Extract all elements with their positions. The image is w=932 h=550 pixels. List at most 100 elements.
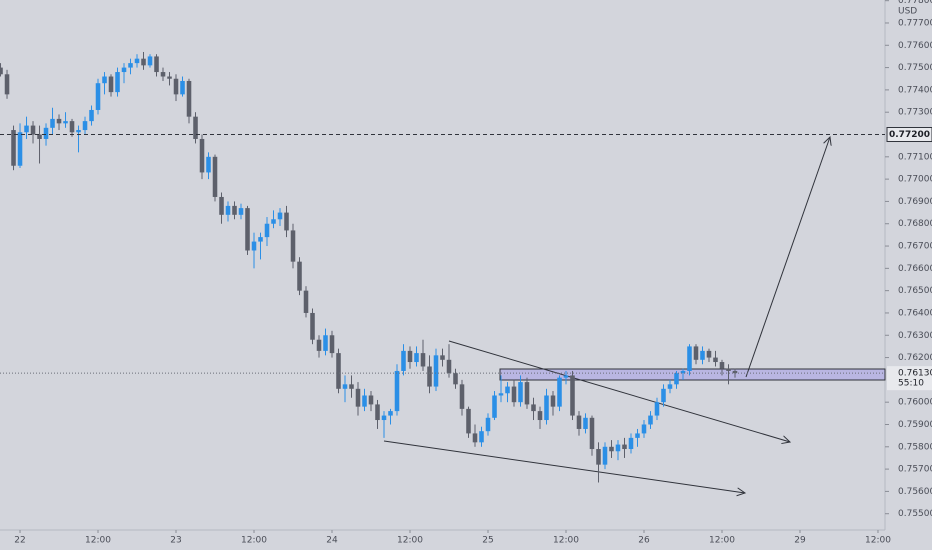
- y-tick-label: 0.77700: [898, 18, 932, 28]
- y-tick-label: 0.77800: [898, 0, 932, 6]
- drawings: [383, 137, 886, 493]
- candle-body: [693, 346, 699, 360]
- candle-body: [420, 353, 426, 367]
- candle-body: [381, 415, 387, 421]
- candle-body: [615, 444, 621, 452]
- candle-body: [50, 118, 55, 128]
- candle-body: [108, 76, 114, 93]
- candle-body: [375, 404, 380, 421]
- candle-body: [290, 230, 296, 262]
- candle-body: [297, 261, 302, 291]
- candle-body: [76, 130, 81, 133]
- candle-body: [89, 109, 94, 122]
- y-tick-label: 0.76700: [898, 242, 932, 252]
- x-tick-label: 12:00: [865, 536, 891, 546]
- plot: [0, 51, 885, 483]
- x-tick-label: 12:00: [85, 536, 111, 546]
- candle-body: [446, 359, 452, 374]
- candle-body: [732, 370, 738, 374]
- x-tick-label: 12:00: [709, 536, 735, 546]
- candle-body: [310, 312, 315, 340]
- candle-body: [726, 368, 731, 371]
- y-tick-label: 0.77100: [898, 152, 932, 162]
- candle-body: [134, 58, 140, 64]
- candle-body: [219, 196, 224, 215]
- candle-body: [466, 408, 471, 434]
- candle-body: [206, 156, 211, 173]
- candle-body: [251, 241, 257, 251]
- candle-body: [342, 384, 348, 389]
- candle-body: [706, 350, 712, 358]
- y-tick-label: 0.75600: [898, 487, 932, 497]
- candle-body: [11, 130, 16, 166]
- candle-body: [407, 350, 413, 363]
- target-price-box: [886, 127, 932, 143]
- y-tick-label: 0.77500: [898, 63, 932, 73]
- candle-body: [271, 219, 276, 224]
- candle-body: [258, 237, 263, 242]
- candle-body: [433, 355, 439, 387]
- y-tick-label: 0.75500: [898, 509, 932, 519]
- candle-body: [700, 350, 705, 360]
- y-tick-label: 0.76800: [898, 219, 932, 229]
- candle-body: [128, 63, 133, 68]
- candle-body: [440, 355, 445, 360]
- candle-body: [167, 76, 172, 79]
- candle-body: [329, 335, 335, 354]
- candle-body: [401, 350, 406, 371]
- candle-body: [193, 116, 198, 139]
- currency-label: USD: [898, 7, 917, 17]
- candle-body: [316, 339, 322, 351]
- y-tick-label: 0.77400: [898, 85, 932, 95]
- candle-body: [641, 424, 647, 434]
- candle-body: [719, 362, 725, 369]
- candle-body: [609, 446, 614, 452]
- candle-body: [687, 346, 692, 371]
- candle-body: [95, 83, 101, 110]
- candle-body: [459, 384, 465, 409]
- candle-body: [186, 80, 192, 117]
- candle-body: [544, 395, 549, 421]
- y-tick-label: 0.75800: [898, 442, 932, 452]
- projection-arrow: [745, 137, 830, 378]
- y-tick-label: 0.76500: [898, 286, 932, 296]
- candle-body: [557, 377, 562, 407]
- candle-body: [82, 121, 88, 131]
- candle-body: [121, 67, 127, 73]
- candle-body: [225, 205, 231, 215]
- y-tick-label: 0.75700: [898, 465, 932, 475]
- y-tick-label: 0.76300: [898, 331, 932, 341]
- candle-body: [622, 444, 627, 450]
- candle-body: [199, 138, 205, 173]
- candle-body: [648, 415, 653, 425]
- y-tick-label: 0.76900: [898, 197, 932, 207]
- candle-body: [323, 335, 328, 351]
- candle-body: [102, 76, 107, 84]
- y-tick-label: 0.76000: [898, 398, 932, 408]
- x-tick-label: 22: [14, 536, 25, 546]
- candle-body: [479, 431, 484, 443]
- candle-body: [69, 121, 75, 133]
- candle-body: [596, 449, 601, 465]
- candle-body: [180, 80, 185, 95]
- candle-body: [485, 417, 491, 432]
- candle-body: [30, 125, 36, 135]
- x-tick-label: 24: [326, 536, 338, 546]
- candle-body: [583, 417, 588, 429]
- x-tick-label: 12:00: [553, 536, 579, 546]
- y-tick-label: 0.76200: [898, 353, 932, 363]
- x-tick-label: 12:00: [241, 536, 267, 546]
- candle-body: [414, 353, 419, 363]
- candle-body: [264, 223, 270, 238]
- countdown-label: 55:10: [898, 379, 924, 389]
- candle-body: [154, 56, 159, 73]
- candle-body: [37, 134, 42, 139]
- candle-body: [570, 375, 575, 416]
- candle-body: [453, 373, 458, 385]
- candle-body: [368, 395, 374, 405]
- candle-body: [505, 386, 510, 394]
- candle-body: [537, 411, 543, 421]
- candle-body: [115, 72, 120, 93]
- candle-body: [284, 212, 289, 231]
